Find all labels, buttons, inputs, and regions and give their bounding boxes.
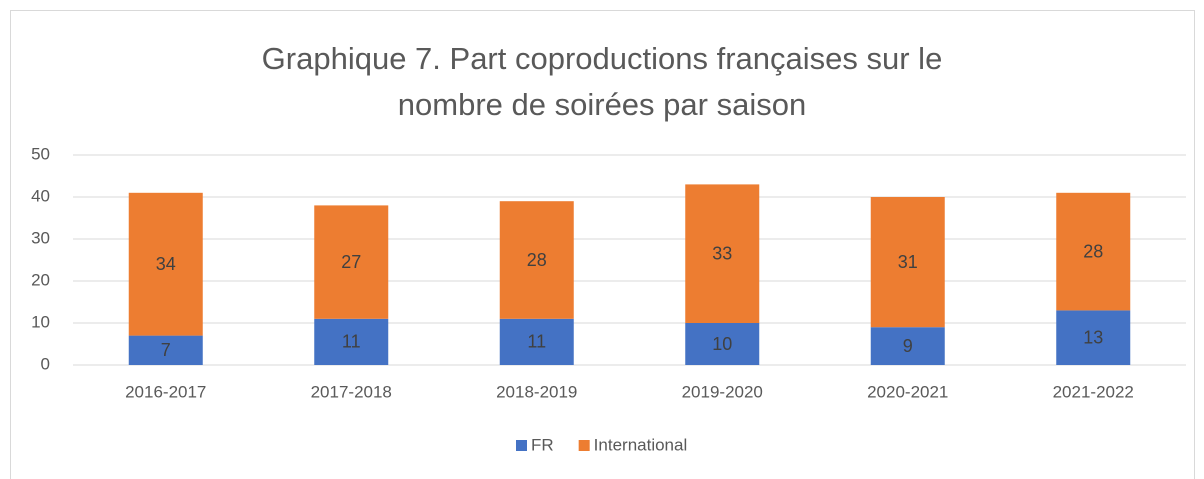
x-tick-label: 2021-2022 <box>1053 382 1134 401</box>
data-label: 9 <box>903 336 913 356</box>
data-label: 27 <box>341 252 361 272</box>
data-label: 31 <box>898 252 918 272</box>
bar-segment <box>685 184 760 323</box>
legend-label: International <box>594 435 688 454</box>
legend-swatch <box>516 440 527 451</box>
bar-segment <box>128 192 203 336</box>
x-tick-label: 2016-2017 <box>125 382 206 401</box>
y-tick-label: 30 <box>31 228 50 247</box>
bar-segment <box>1056 192 1131 311</box>
bar-segment <box>314 318 389 365</box>
data-label: 7 <box>161 340 171 360</box>
y-tick-label: 50 <box>31 144 50 163</box>
y-tick-label: 40 <box>31 186 50 205</box>
data-label: 28 <box>1083 241 1103 261</box>
bar-segment <box>314 205 389 319</box>
x-tick-label: 2017-2018 <box>311 382 392 401</box>
y-tick-label: 0 <box>41 354 50 373</box>
bar-segment <box>499 318 574 365</box>
legend-swatch <box>578 440 590 451</box>
data-label: 11 <box>342 332 361 352</box>
data-label: 33 <box>712 243 732 263</box>
bar-segment <box>685 323 760 365</box>
chart-frame <box>10 10 1195 479</box>
data-label: 28 <box>527 250 547 270</box>
bar-segment <box>870 327 945 365</box>
x-tick-label: 2020-2021 <box>867 382 948 401</box>
bar-segment <box>870 197 945 328</box>
y-tick-label: 10 <box>31 312 50 331</box>
y-tick-label: 20 <box>31 270 50 289</box>
legend-label: FR <box>531 435 554 454</box>
data-label: 11 <box>527 332 546 352</box>
x-tick-label: 2019-2020 <box>682 382 763 401</box>
bar-segment <box>1056 310 1131 365</box>
data-label: 34 <box>156 254 176 274</box>
data-label: 13 <box>1083 327 1103 347</box>
chart-title: Graphique 7. Part coproductions français… <box>261 41 943 122</box>
x-tick-label: 2018-2019 <box>496 382 577 401</box>
bar-segment <box>128 335 203 365</box>
bar-segment <box>499 201 574 319</box>
data-label: 10 <box>712 334 732 354</box>
